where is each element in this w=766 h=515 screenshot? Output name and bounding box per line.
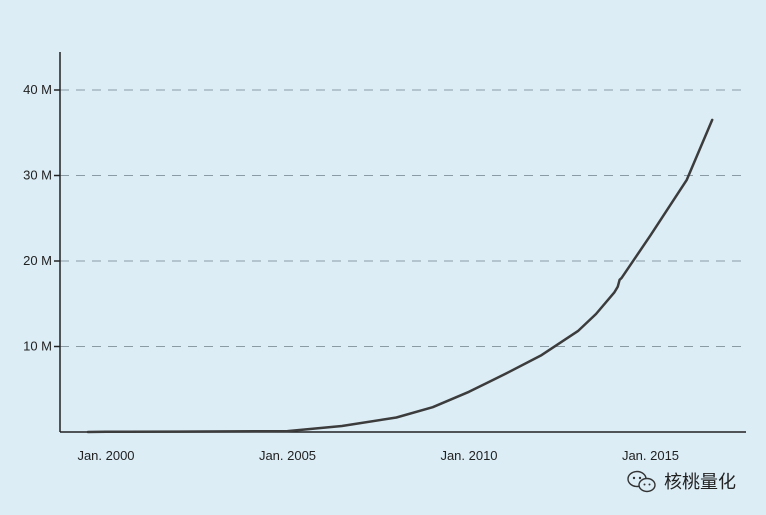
y-ticks: 10 M 20 M 30 M 40 M	[23, 82, 60, 354]
x-tick-label: Jan. 2000	[77, 448, 134, 463]
axes	[59, 52, 746, 433]
y-tick-label: 20 M	[23, 253, 52, 268]
y-tick-label: 10 M	[23, 339, 52, 354]
watermark: 核桃量化	[627, 470, 736, 493]
x-tick-label: Jan. 2010	[440, 448, 497, 463]
x-tick-label: Jan. 2005	[259, 448, 316, 463]
y-tick-label: 30 M	[23, 168, 52, 183]
gridlines	[60, 89, 746, 347]
y-tick-label: 40 M	[23, 82, 52, 97]
x-tick-label: Jan. 2015	[622, 448, 679, 463]
series-line	[86, 118, 714, 434]
watermark-text: 核桃量化	[664, 472, 736, 492]
x-ticks: Jan. 2000 Jan. 2005 Jan. 2010 Jan. 2015	[77, 448, 679, 463]
wechat-icon	[627, 470, 656, 493]
